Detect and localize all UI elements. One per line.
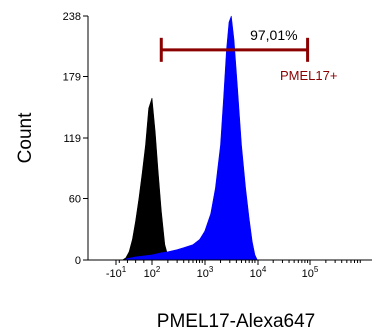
x-axis-label: PMEL17-Alexa647 (157, 311, 315, 332)
histogram-control (121, 97, 178, 261)
y-tick-label: 0 (75, 255, 81, 267)
y-tick-label: 119 (63, 133, 81, 145)
x-tick-label: 103 (197, 265, 214, 280)
y-tick-label: 60 (69, 193, 81, 205)
plot-area (121, 15, 258, 261)
gate-name-label: PMEL17+ (280, 68, 337, 83)
gate: 97,01% PMEL17+ (159, 27, 337, 83)
y-tick-label: 238 (63, 11, 81, 23)
y-tick-label: 179 (63, 71, 81, 83)
x-tick-label: -101 (106, 265, 127, 280)
gate-percent-label: 97,01% (250, 27, 297, 43)
y-axis-label: Count (15, 112, 36, 163)
x-tick-label: 104 (250, 265, 267, 280)
x-tick-label: 105 (302, 265, 319, 280)
x-tick-label: 102 (144, 265, 161, 280)
histogram-stained (125, 15, 258, 261)
x-ticks: -101 102 103 104 105 (106, 260, 361, 280)
y-ticks: 0 60 119 179 238 (63, 11, 88, 267)
